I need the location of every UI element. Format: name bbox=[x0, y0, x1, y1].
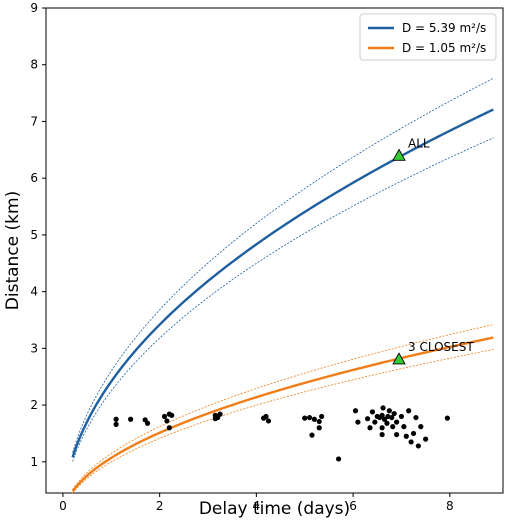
series-1-upper-bound bbox=[72, 324, 494, 490]
scatter-point bbox=[113, 416, 119, 422]
series-0-upper-bound bbox=[72, 77, 494, 453]
scatter-point bbox=[306, 414, 313, 421]
scatter-point bbox=[309, 432, 315, 438]
y-tick-label: 1 bbox=[30, 455, 38, 469]
scatter-point bbox=[128, 416, 134, 422]
y-axis-label: Distance (km) bbox=[3, 191, 23, 310]
scatter-point bbox=[401, 424, 407, 430]
scatter-point bbox=[394, 431, 400, 438]
y-tick-label: 4 bbox=[30, 285, 38, 299]
scatter-point bbox=[217, 411, 223, 417]
x-tick-label: 6 bbox=[349, 499, 357, 513]
scatter-point bbox=[390, 424, 396, 430]
scatter-point bbox=[384, 420, 390, 426]
scatter-point bbox=[413, 414, 419, 421]
y-tick-label: 5 bbox=[30, 228, 38, 242]
scatter-point bbox=[369, 409, 376, 415]
y-tick-label: 9 bbox=[30, 1, 38, 15]
axis-ticks: 0 2 4 6 8 1 2 3 4 5 6 7 8 9 bbox=[30, 1, 453, 513]
scatter-point bbox=[415, 443, 421, 449]
scatter-point bbox=[335, 456, 342, 462]
y-tick-label: 8 bbox=[30, 58, 38, 72]
marker-triangle bbox=[392, 352, 406, 365]
scatter-point bbox=[406, 408, 412, 414]
scatter-point bbox=[319, 413, 325, 420]
series-0-lower-bound bbox=[72, 137, 494, 462]
scatter-point bbox=[316, 418, 322, 425]
scatter-point bbox=[394, 419, 400, 425]
series-1-line bbox=[71, 336, 494, 493]
scatter-point bbox=[113, 421, 119, 427]
scatter-point bbox=[379, 412, 385, 418]
y-tick-label: 3 bbox=[30, 341, 38, 355]
scatter-point bbox=[367, 425, 373, 431]
y-tick-label: 2 bbox=[30, 398, 38, 412]
legend-entry-label: D = 5.39 m²/s bbox=[402, 21, 486, 35]
scatter-point bbox=[418, 424, 424, 430]
scatter-point bbox=[364, 416, 371, 422]
scatter-point bbox=[164, 418, 170, 424]
y-tick-label: 6 bbox=[30, 171, 38, 185]
plot-area: ALL 3 CLOSEST bbox=[45, 7, 504, 494]
marker-label: 3 CLOSEST bbox=[408, 340, 474, 354]
x-axis-label: Delay time (days) bbox=[199, 499, 350, 519]
scatter-point bbox=[263, 413, 269, 420]
marker-label: ALL bbox=[408, 136, 430, 150]
scatter-point bbox=[391, 410, 397, 417]
scatter-point bbox=[423, 436, 429, 442]
x-tick-label: 0 bbox=[59, 499, 67, 513]
series-0-line bbox=[71, 108, 494, 458]
scatter-point bbox=[380, 405, 386, 411]
marker-triangle bbox=[392, 148, 406, 161]
legend-entry-label: D = 1.05 m²/s bbox=[402, 41, 486, 55]
y-tick-label: 7 bbox=[30, 114, 38, 128]
legend: D = 5.39 m²/s D = 1.05 m²/s bbox=[359, 13, 497, 61]
x-tick-label: 2 bbox=[156, 499, 164, 513]
scatter-point bbox=[379, 431, 385, 438]
scatter-point bbox=[389, 414, 395, 421]
x-tick-label: 4 bbox=[253, 499, 261, 513]
scatter-point bbox=[302, 415, 308, 421]
scatter-point bbox=[169, 412, 175, 418]
scatter-point bbox=[398, 413, 405, 420]
scatter-point bbox=[166, 425, 172, 431]
scatter-point bbox=[410, 430, 417, 437]
scatter-point bbox=[444, 415, 450, 421]
scatter-point bbox=[311, 416, 317, 422]
scatter-point bbox=[403, 433, 409, 439]
scatter-point bbox=[144, 420, 151, 426]
scatter-point bbox=[408, 439, 414, 445]
scatter-point bbox=[355, 419, 361, 425]
scatter-point bbox=[372, 419, 378, 425]
scatter-point bbox=[212, 416, 218, 422]
scatter-point bbox=[161, 413, 168, 420]
axes-frame bbox=[45, 7, 504, 494]
scatter-point bbox=[379, 425, 385, 431]
series-1-lower-bound bbox=[72, 349, 494, 494]
scatter-point bbox=[316, 425, 322, 431]
scatter-point bbox=[265, 418, 272, 424]
scatter-point bbox=[386, 408, 392, 414]
scatter-point bbox=[352, 408, 359, 414]
x-tick-label: 8 bbox=[446, 499, 454, 513]
